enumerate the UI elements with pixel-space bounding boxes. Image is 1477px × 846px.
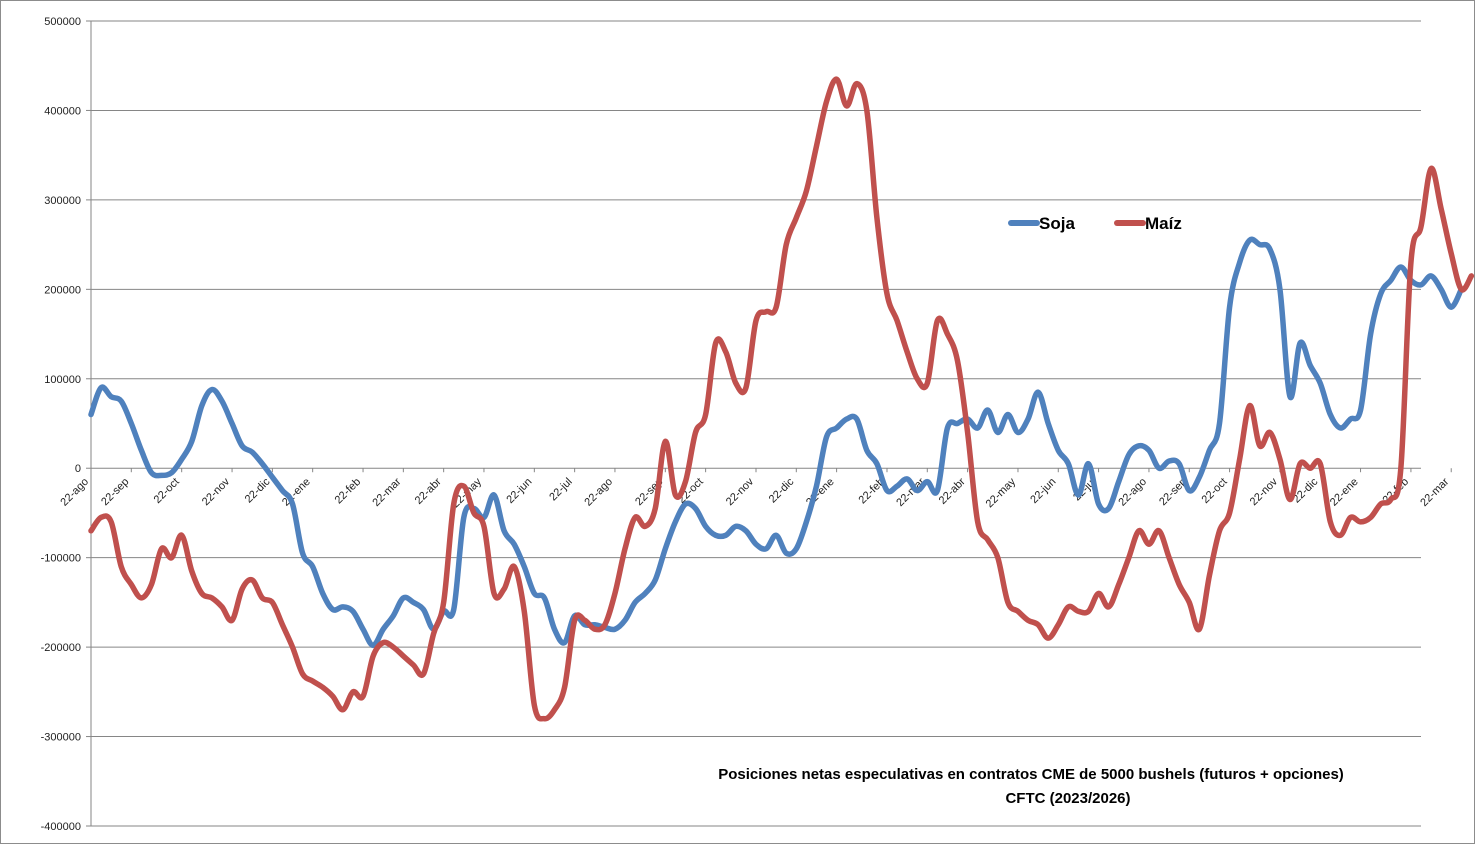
series-line-soja	[88, 236, 1465, 649]
chart-title-line-2: CFTC (2023/2026)	[1005, 790, 1130, 807]
x-tick-label: 22-jul	[547, 476, 575, 504]
x-tick-label: 22-mar	[370, 476, 403, 509]
y-axis: 500000 400000 300000 200000 100000 0 -100000 -2…	[41, 16, 92, 833]
legend-label-maiz: Maíz	[1145, 214, 1182, 233]
x-tick-label: 22-ene	[1328, 476, 1361, 509]
legend-label-soja: Soja	[1039, 214, 1075, 233]
y-tick-label: 500000	[44, 16, 81, 28]
series-line-maiz	[88, 76, 1475, 722]
x-tick-label: 22-feb	[333, 476, 364, 507]
x-tick-label: 22-jun	[504, 476, 534, 506]
x-tick-label: 22-sep	[99, 476, 131, 508]
x-tick-label: 22-may	[984, 476, 1019, 511]
x-tick-label: 22-dic	[767, 476, 797, 506]
y-tick-label: 300000	[44, 195, 81, 207]
x-tick-label: 22-ago	[58, 476, 91, 509]
y-tick-label: 400000	[44, 105, 81, 117]
y-tick-label: 0	[75, 463, 81, 475]
x-tick-label: 22-nov	[200, 476, 233, 509]
x-tick-label: 22-mar	[1418, 476, 1451, 509]
x-tick-label: 22-ago	[582, 476, 615, 509]
x-tick-label: 22-nov	[1248, 476, 1281, 509]
x-tick-label: 22-oct	[152, 476, 182, 506]
y-tick-label: 100000	[44, 374, 81, 386]
y-tick-label: -400000	[41, 821, 81, 833]
y-tick-label: -300000	[41, 732, 81, 744]
x-tick-label: 22-jun	[1028, 476, 1058, 506]
x-tick-label: 22-abr	[413, 476, 444, 507]
x-tick-label: 22-oct	[1200, 476, 1230, 506]
chart-title-line-1: Posiciones netas especulativas en contra…	[718, 766, 1344, 783]
series-lines	[88, 76, 1475, 722]
y-tick-label: -200000	[41, 642, 81, 654]
legend: Soja Maíz	[1008, 214, 1182, 233]
y-tick-label: 200000	[44, 284, 81, 296]
x-tick-label: 22-nov	[724, 476, 757, 509]
x-tick-label: 22-dic	[243, 476, 273, 506]
y-tick-label: -100000	[41, 553, 81, 565]
